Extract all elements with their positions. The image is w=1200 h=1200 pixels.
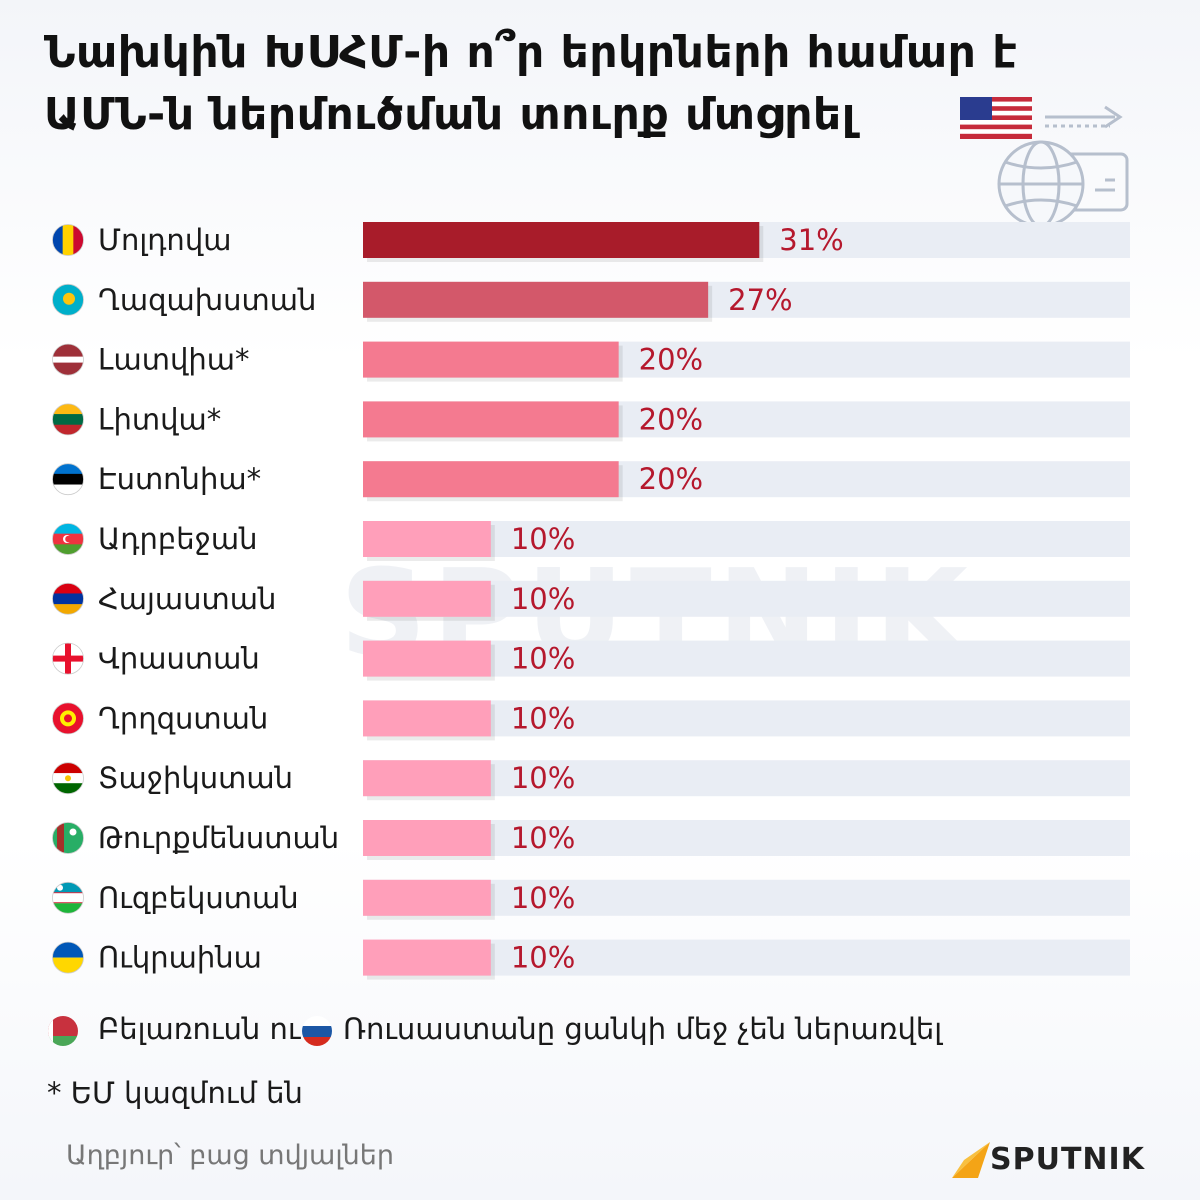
sputnik-logo-icon bbox=[952, 1142, 990, 1178]
kyrgyzstan-flag-icon bbox=[52, 702, 84, 735]
page-title: Նախկին ԽՍՀՄ-ի ո՞ր երկրների համար է ԱՄՆ-ն… bbox=[44, 22, 1124, 146]
category-label: Տաջիկստան bbox=[98, 761, 293, 795]
category-label: Ղազախստան bbox=[98, 283, 316, 317]
value-label: 10% bbox=[511, 701, 575, 735]
bar-8 bbox=[363, 640, 491, 677]
note-eu: * ԵՄ կազմում են bbox=[47, 1076, 303, 1110]
value-label: 20% bbox=[639, 343, 703, 377]
category-label: Էստոնիա* bbox=[98, 462, 261, 496]
bar-4 bbox=[363, 401, 619, 438]
bar-10 bbox=[363, 760, 491, 797]
kazakhstan-flag-icon bbox=[52, 283, 84, 316]
latvia-flag-icon bbox=[52, 343, 84, 376]
bar-2 bbox=[363, 281, 709, 318]
category-label: Լատվիա* bbox=[98, 343, 249, 377]
bar-7 bbox=[363, 580, 491, 617]
value-label: 10% bbox=[511, 821, 575, 855]
source-text: Աղբյուր՝ բաց տվյալներ bbox=[66, 1140, 395, 1171]
lithuania-flag-icon bbox=[52, 403, 84, 436]
value-label: 10% bbox=[511, 642, 575, 676]
value-label: 10% bbox=[511, 582, 575, 616]
category-label: Ղրղզստան bbox=[98, 701, 268, 735]
category-label: Մոլդովա bbox=[98, 223, 231, 257]
tajikistan-flag-icon bbox=[52, 762, 84, 795]
category-label: Ուզբեկստան bbox=[98, 881, 299, 915]
bar-6 bbox=[363, 521, 491, 557]
sputnik-logo-text: SPUTNIK bbox=[990, 1142, 1145, 1177]
note-not-included-2: Ռուսաստանը ցանկի մեջ չեն ներառվել bbox=[343, 1012, 943, 1046]
bar-13 bbox=[363, 939, 491, 976]
value-label: 10% bbox=[511, 761, 575, 795]
usa-flag-icon bbox=[960, 97, 1032, 139]
belarus-flag-icon bbox=[48, 1016, 78, 1046]
bar-1 bbox=[363, 222, 760, 258]
bar-chart: 31% Մոլդովա 27% Ղազախստան 20% Լատվիա* 20% Լիտվա… bbox=[52, 222, 1130, 980]
category-label: Ադրբեջան bbox=[98, 522, 257, 556]
title-line-1: Նախկին ԽՍՀՄ-ի ո՞ր երկրների համար է bbox=[44, 27, 1018, 78]
value-label: 10% bbox=[511, 881, 575, 915]
turkmenistan-flag-icon bbox=[52, 822, 84, 854]
value-label: 20% bbox=[639, 402, 703, 436]
note-not-included-1: Բելառուսն ու bbox=[98, 1012, 301, 1046]
value-label: 20% bbox=[639, 462, 703, 496]
value-label: 10% bbox=[511, 941, 575, 975]
bar-5 bbox=[363, 461, 619, 498]
bar-9 bbox=[363, 700, 491, 737]
bar-11 bbox=[363, 820, 491, 856]
russia-flag-icon bbox=[302, 1016, 332, 1046]
bar-12 bbox=[363, 879, 491, 916]
value-label: 31% bbox=[779, 223, 843, 257]
bar-3 bbox=[363, 341, 619, 378]
armenia-flag-icon bbox=[52, 582, 84, 615]
category-label: Ուկրաինա bbox=[98, 941, 262, 975]
title-line-2: ԱՄՆ-ն ներմուծման տուրք մտցրել bbox=[44, 89, 856, 140]
value-label: 27% bbox=[728, 283, 792, 317]
category-label: Լիտվա* bbox=[98, 402, 221, 436]
category-label: Թուրքմենստան bbox=[98, 821, 339, 855]
category-label: Հայաստան bbox=[98, 582, 276, 616]
azerbaijan-flag-icon bbox=[52, 523, 84, 555]
ukraine-flag-icon bbox=[52, 941, 84, 974]
usa-trade-icon bbox=[960, 97, 1129, 244]
category-label: Վրաստան bbox=[98, 642, 260, 676]
moldova-flag-icon bbox=[52, 224, 84, 256]
uzbekistan-flag-icon bbox=[52, 881, 84, 914]
estonia-flag-icon bbox=[52, 463, 84, 496]
georgia-flag-icon bbox=[52, 642, 84, 675]
value-label: 10% bbox=[511, 522, 575, 556]
